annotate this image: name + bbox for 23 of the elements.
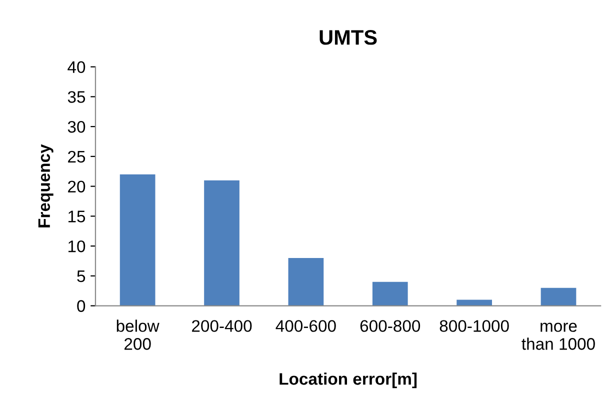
x-tick-label: more than 1000 (522, 322, 595, 350)
x-tick-label: 600-800 (360, 320, 420, 332)
y-tick-label: 20 (68, 180, 86, 193)
y-tick-label: 15 (68, 210, 86, 222)
y-tick-label: 10 (68, 240, 86, 252)
x-axis-title: Location error[m] (280, 372, 417, 388)
x-tick-label: below 200 (116, 320, 160, 350)
y-tick-label: 25 (68, 150, 86, 163)
x-tick-label: 200-400 (192, 320, 252, 332)
bar (288, 258, 324, 306)
x-tick-label: 400-600 (276, 320, 336, 332)
bar (540, 288, 576, 306)
bar (204, 180, 240, 306)
y-tick-label: 30 (68, 120, 86, 133)
chart-title: UMTS (320, 30, 377, 45)
x-tick-label: 800-1000 (440, 320, 509, 332)
bar (372, 282, 408, 306)
y-axis-title: Frequency (38, 144, 54, 228)
y-tick-label: 35 (68, 91, 86, 103)
y-tick-label: 40 (68, 61, 86, 74)
y-tick-label: 5 (77, 270, 86, 282)
bar (120, 174, 156, 306)
y-tick-label: 0 (77, 300, 86, 312)
